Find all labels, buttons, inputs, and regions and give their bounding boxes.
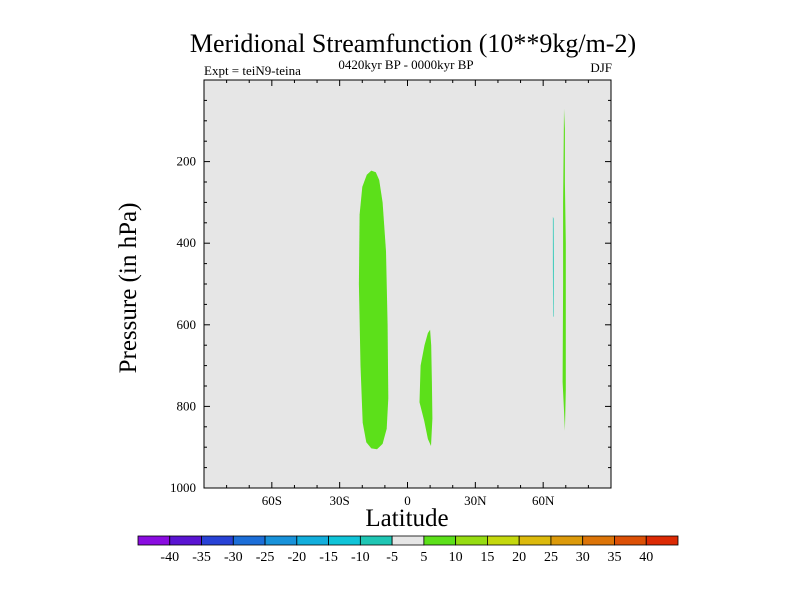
region-cell-southern-subtropics [358,170,389,450]
colorbar-swatch [423,535,457,546]
colorbar: -40 -35 -30 -25 -20 -15 -10 -5 5 10 15 20 25 30 35 40 [137,535,679,565]
y-tick-label: 600 [177,317,197,332]
chart-title: Meridional Streamfunction (10**9kg/m-2) [190,29,636,58]
colorbar-swatch [264,535,298,546]
region-cell-northern-high-lat [562,108,566,431]
colorbar-swatch [137,535,171,546]
colorbar-swatch [201,535,234,546]
colorbar-label: -20 [287,550,306,565]
y-tick-label: 1000 [170,480,196,495]
colorbar-label: -5 [386,550,398,565]
region-sliver-northern-negative [552,216,554,317]
y-axis-label: Pressure (in hPa) [115,203,142,374]
colorbar-swatch [328,535,361,546]
plot-area [204,80,611,488]
colorbar-label: 15 [480,550,494,565]
colorbar-label: 35 [607,550,621,565]
x-tick-label: 60N [532,493,555,508]
colorbar-label: 30 [576,550,590,565]
colorbar-swatch [455,535,488,546]
colorbar-label: 10 [449,550,463,565]
colorbar-swatch [645,535,679,546]
colorbar-swatch [518,535,552,546]
colorbar-swatch [582,535,615,546]
colorbar-label: 25 [544,550,558,565]
experiment-label: Expt = teiN9-teina [204,63,301,78]
colorbar-label: -35 [192,550,211,565]
x-tick-label: 60S [262,493,282,508]
x-tick-label: 30S [330,493,350,508]
colorbar-label: -15 [319,550,338,565]
colorbar-swatch [391,535,425,546]
y-tick-label: 800 [177,398,197,413]
colorbar-label: -25 [256,550,275,565]
colorbar-label: 20 [512,550,526,565]
y-tick-label: 400 [177,235,197,250]
colorbar-swatch [296,535,329,546]
y-tick-label: 200 [177,154,197,169]
colorbar-swatch [550,535,584,546]
colorbar-label: -30 [224,550,243,565]
x-axis-label: Latitude [365,505,448,532]
colorbar-label: -40 [160,550,179,565]
colorbar-swatch [169,535,202,546]
x-tick-label: 30N [464,493,487,508]
colorbar-label: 40 [639,550,653,565]
contour-regions [358,108,566,450]
axis-ticks: 200 400 600 800 1000 60S 30S 0 30N 60N [170,80,611,508]
colorbar-label: 5 [420,550,427,565]
period-label: 0420kyr BP - 0000kyr BP [338,57,473,72]
x-tick-label: 0 [404,493,411,508]
colorbar-swatch [232,535,266,546]
region-cell-equatorial [419,329,433,446]
colorbar-label: -10 [351,550,370,565]
season-label: DJF [590,60,612,75]
colorbar-swatch [614,535,647,546]
colorbar-swatch [487,535,520,546]
colorbar-swatch [359,535,393,546]
